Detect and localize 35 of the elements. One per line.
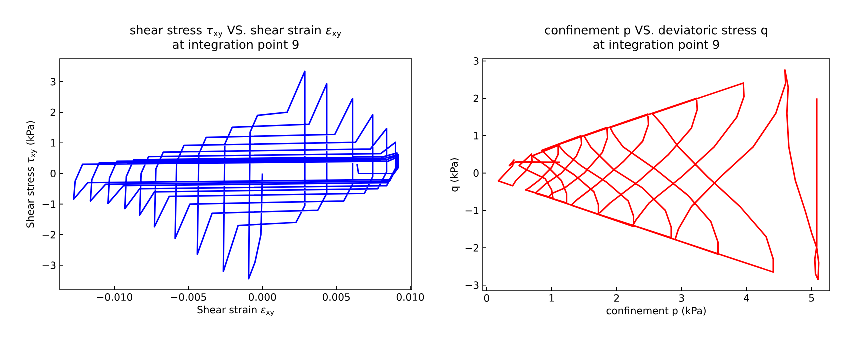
- y-tick-label: −3: [466, 282, 479, 290]
- y-tick-label: 3: [474, 57, 479, 66]
- x-tick-label: 2: [614, 294, 620, 302]
- y-tick-label: 2: [50, 108, 56, 116]
- y-tick-label: −2: [42, 231, 56, 239]
- x-tick-label: 0: [484, 294, 490, 302]
- chart-title: shear stress τ$_{xy}$ VS. shear strain ε$_{xy}$: [130, 25, 342, 38]
- x-tick-label: 5: [809, 294, 814, 302]
- y-axis-title: Shear stress τ$_{xy}$ (kPa): [26, 121, 37, 228]
- x-tick-label: 0.000: [249, 294, 276, 302]
- chart-subtitle: at integration point 9: [173, 40, 299, 52]
- y-tick-label: −2: [466, 244, 478, 252]
- y-tick-label: 1: [474, 132, 479, 140]
- x-tick-label: 0.010: [396, 294, 424, 302]
- y-tick-label: 0: [474, 170, 479, 178]
- y-axis-title: q (kPa): [450, 158, 460, 192]
- x-axis-title: confinement p (kPa): [606, 306, 706, 317]
- x-tick-label: 0.005: [322, 294, 350, 302]
- y-tick-label: −1: [466, 207, 479, 214]
- x-tick-label: 3: [679, 294, 684, 302]
- y-tick-label: −3: [42, 262, 56, 270]
- y-tick-label: 0: [50, 170, 56, 178]
- y-tick-label: −1: [42, 200, 56, 208]
- chart-subtitle: at integration point 9: [594, 40, 720, 52]
- x-tick-label: −0.005: [171, 294, 206, 302]
- line-series: [73, 70, 400, 280]
- x-axis-title: Shear strain ε$_{xy}$: [198, 306, 274, 316]
- chart-title: confinement p VS. deviatoric stress q: [545, 25, 768, 38]
- x-tick-label: −0.010: [97, 294, 133, 302]
- line-series: [498, 69, 820, 281]
- y-tick-label: 3: [50, 78, 56, 86]
- x-tick-label: 4: [744, 294, 750, 302]
- y-tick-label: 1: [51, 140, 56, 147]
- x-tick-label: 1: [550, 294, 554, 302]
- y-tick-label: 2: [474, 94, 478, 102]
